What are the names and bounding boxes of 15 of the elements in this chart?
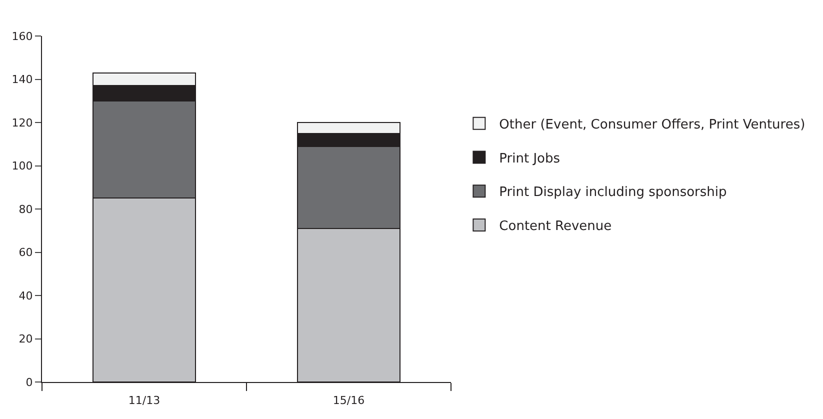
legend-label: Content Revenue [499, 219, 612, 234]
legend-label: Print Jobs [499, 151, 560, 166]
x-tick-label: 11/13 [128, 394, 160, 408]
legend-label: Print Display including sponsorship [499, 185, 727, 200]
y-tick-label: 100 [12, 160, 33, 173]
y-tick-label: 60 [18, 246, 33, 260]
y-tick-label: 20 [18, 332, 33, 346]
y-tick-label: 120 [12, 116, 33, 130]
y-tick-label: 0 [26, 376, 33, 389]
x-tick-label: 15/16 [332, 394, 365, 408]
legend-label: Other (Event, Consumer Offers, Print Ventures) [499, 117, 806, 132]
y-tick-label: 40 [18, 289, 33, 302]
y-tick-label: 80 [18, 202, 33, 216]
y-tick-label: 140 [12, 73, 33, 86]
y-tick-label: 160 [12, 30, 33, 43]
